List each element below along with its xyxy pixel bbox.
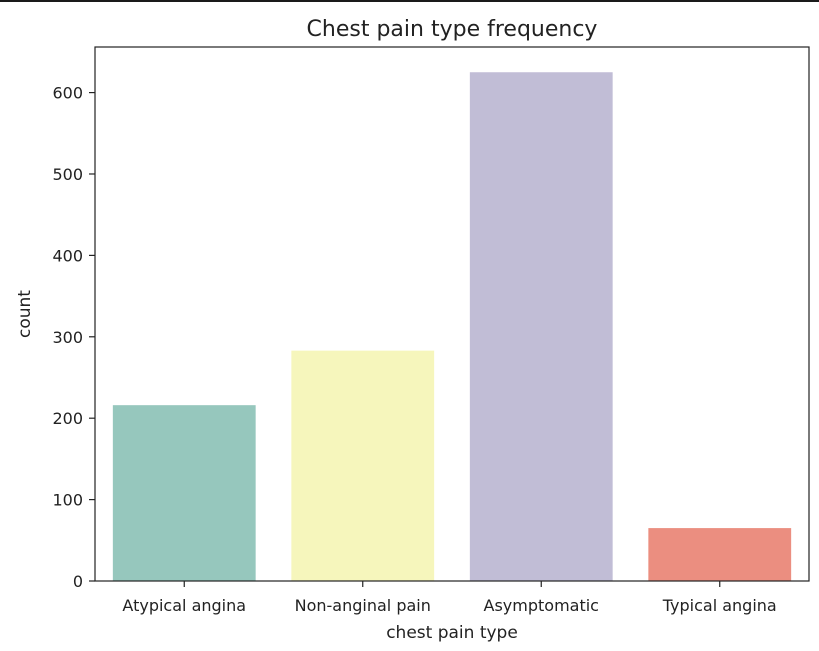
- x-axis-label: chest pain type: [386, 623, 518, 643]
- x-tick-label: Typical angina: [662, 596, 777, 615]
- y-tick-label: 400: [52, 246, 83, 265]
- y-tick-label: 300: [52, 328, 83, 347]
- bar-asymptomatic: [469, 72, 613, 582]
- x-tick-label: Atypical angina: [122, 596, 246, 615]
- bar-typical-angina: [648, 528, 792, 581]
- x-axis-ticks: Atypical angina Non-anginal pain Asymptoma…: [122, 581, 777, 615]
- y-tick-label: 0: [73, 572, 83, 591]
- y-axis-ticks: 0 100 200 300 400 500 600: [52, 84, 95, 591]
- y-tick-label: 600: [52, 84, 83, 103]
- y-tick-label: 200: [52, 409, 83, 428]
- y-tick-label: 500: [52, 165, 83, 184]
- bar-atypical-angina: [112, 405, 256, 581]
- bars-group: [112, 72, 792, 582]
- plot-frame: [94, 46, 810, 582]
- chart-title: Chest pain type frequency: [307, 17, 598, 42]
- y-axis-label: count: [15, 290, 35, 338]
- x-tick-label: Asymptomatic: [484, 596, 599, 615]
- bar-non-anginal-pain: [291, 350, 435, 581]
- x-tick-label: Non-anginal pain: [295, 596, 431, 615]
- top-border: [0, 0, 819, 2]
- y-tick-label: 100: [52, 491, 83, 510]
